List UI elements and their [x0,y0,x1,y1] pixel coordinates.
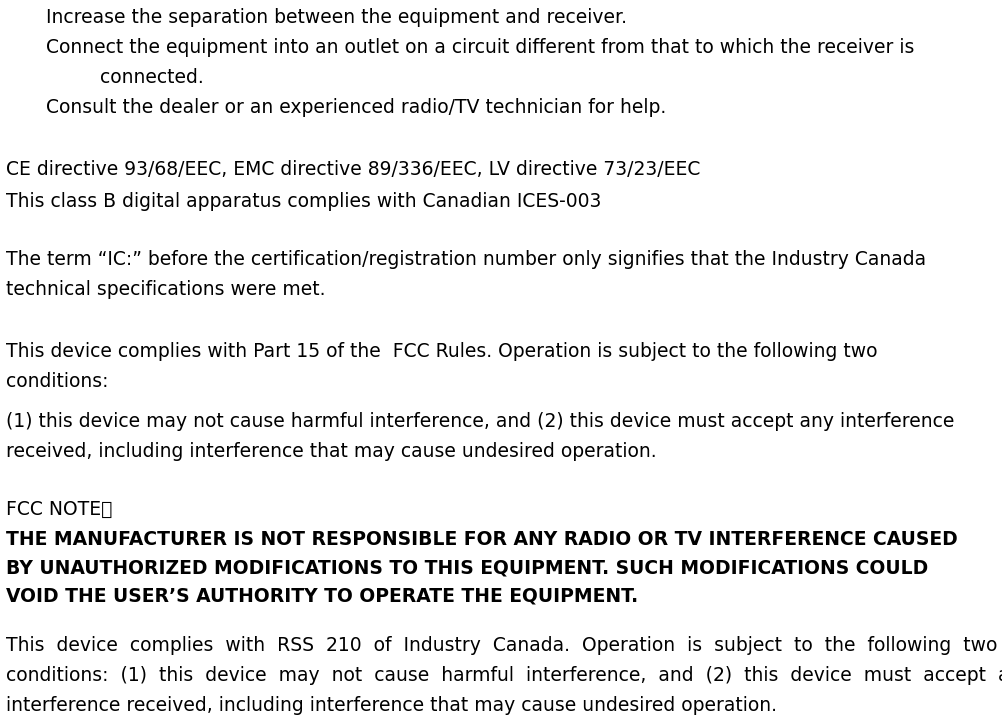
Text: CE directive 93/68/EEC, EMC directive 89/336/EEC, LV directive 73/23/EEC: CE directive 93/68/EEC, EMC directive 89… [6,160,700,179]
Text: conditions:  (1)  this  device  may  not  cause  harmful  interference,  and  (2: conditions: (1) this device may not caus… [6,666,1002,685]
Text: The term “IC:” before the certification/registration number only signifies that : The term “IC:” before the certification/… [6,250,926,269]
Text: received, including interference that may cause undesired operation.: received, including interference that ma… [6,442,656,461]
Text: THE MANUFACTURER IS NOT RESPONSIBLE FOR ANY RADIO OR TV INTERFERENCE CAUSED: THE MANUFACTURER IS NOT RESPONSIBLE FOR … [6,530,958,549]
Text: conditions:: conditions: [6,372,108,391]
Text: FCC NOTE：: FCC NOTE： [6,500,112,519]
Text: Increase the separation between the equipment and receiver.: Increase the separation between the equi… [46,8,627,27]
Text: Consult the dealer or an experienced radio/TV technician for help.: Consult the dealer or an experienced rad… [46,98,666,117]
Text: BY UNAUTHORIZED MODIFICATIONS TO THIS EQUIPMENT. SUCH MODIFICATIONS COULD: BY UNAUTHORIZED MODIFICATIONS TO THIS EQ… [6,558,928,577]
Text: interference received, including interference that may cause undesired operation: interference received, including interfe… [6,696,777,715]
Text: VOID THE USER’S AUTHORITY TO OPERATE THE EQUIPMENT.: VOID THE USER’S AUTHORITY TO OPERATE THE… [6,586,638,605]
Text: connected.: connected. [100,68,203,87]
Text: This device complies with Part 15 of the  FCC Rules. Operation is subject to the: This device complies with Part 15 of the… [6,342,878,361]
Text: This class B digital apparatus complies with Canadian ICES-003: This class B digital apparatus complies … [6,192,601,211]
Text: technical specifications were met.: technical specifications were met. [6,280,326,299]
Text: This  device  complies  with  RSS  210  of  Industry  Canada.  Operation  is  su: This device complies with RSS 210 of Ind… [6,636,997,655]
Text: Connect the equipment into an outlet on a circuit different from that to which t: Connect the equipment into an outlet on … [46,38,915,57]
Text: (1) this device may not cause harmful interference, and (2) this device must acc: (1) this device may not cause harmful in… [6,412,954,431]
